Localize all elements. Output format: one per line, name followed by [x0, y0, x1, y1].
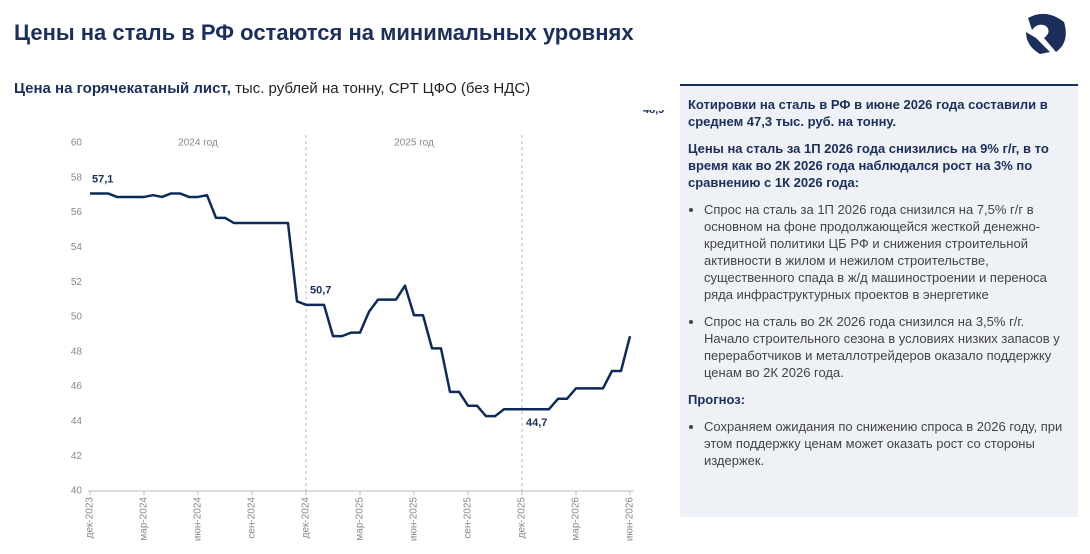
period-label: 2024 год: [178, 138, 218, 149]
x-tick-label: июн-2024: [193, 497, 204, 542]
period-label: 2025 год: [394, 138, 434, 149]
forecast-list: Сохраняем ожидания по снижению спроса в …: [688, 418, 1070, 469]
bullet-list: Спрос на сталь за 1П 2026 года снизился …: [688, 201, 1070, 381]
bullet: Спрос на сталь во 2К 2026 года снизился …: [704, 313, 1070, 381]
y-tick-label: 40: [71, 486, 83, 497]
data-label: 44,7: [526, 417, 547, 429]
x-tick-label: дек-2024: [301, 497, 312, 539]
text-panel: Котировки на сталь в РФ в июне 2026 года…: [680, 84, 1078, 517]
highlight: Цены на сталь за 1П 2026 года снизились …: [688, 141, 1049, 190]
y-tick-label: 50: [71, 312, 83, 323]
bullet: Спрос на сталь за 1П 2026 года снизился …: [704, 201, 1070, 303]
data-label: 48,9: [643, 110, 664, 116]
y-tick-label: 60: [71, 138, 83, 149]
y-tick-label: 44: [71, 416, 83, 427]
y-tick-label: 52: [71, 277, 83, 288]
y-tick-label: 54: [71, 242, 83, 253]
x-tick-label: мар-2024: [139, 497, 150, 541]
y-tick-label: 48: [71, 346, 83, 357]
logo: [1026, 13, 1066, 54]
price-line: [90, 192, 632, 418]
x-tick-label: дек-2025: [517, 497, 528, 539]
forecast-title: Прогноз:: [688, 392, 746, 407]
x-tick-label: июн-2026: [625, 497, 636, 542]
chart-subtitle: тыс. рублей на тонну, CPT ЦФО (без НДС): [235, 80, 531, 97]
x-tick-label: июн-2025: [409, 497, 420, 542]
bullet: Сохраняем ожидания по снижению спроса в …: [704, 418, 1070, 469]
y-tick-label: 46: [71, 381, 83, 392]
data-label: 50,7: [310, 285, 331, 297]
x-tick-label: сен-2024: [247, 497, 258, 539]
chart-title: Цена на горячекатаный лист,: [14, 80, 231, 97]
y-tick-label: 56: [71, 207, 83, 218]
y-tick-label: 58: [71, 172, 83, 183]
y-tick-label: 42: [71, 451, 83, 462]
x-tick-label: дек-2023: [85, 497, 96, 539]
chart-heading: Цена на горячекатаный лист, тыс. рублей …: [14, 80, 530, 97]
chart: 40 42 44 46 48 50 52 54 56 58 60 дек-2023 мар-2024 ию…: [71, 110, 665, 542]
page-title: Цены на сталь в РФ остаются на минимальн…: [14, 20, 634, 45]
highlight: Котировки на сталь в РФ в июне 2026 года…: [688, 97, 1048, 129]
x-tick-label: сен-2025: [463, 497, 474, 539]
x-tick-label: мар-2026: [571, 497, 582, 541]
x-tick-label: мар-2025: [355, 497, 366, 541]
data-label: 57,1: [92, 173, 113, 185]
